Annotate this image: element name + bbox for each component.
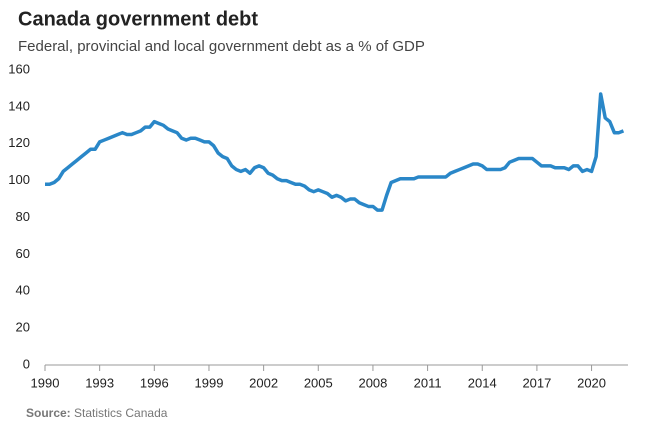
x-tick-label: 1999 [195, 375, 224, 390]
y-tick-label: 0 [23, 356, 30, 371]
chart-subtitle: Federal, provincial and local government… [18, 38, 425, 55]
y-tick-label: 40 [16, 283, 30, 298]
x-tick-label: 1996 [140, 375, 169, 390]
x-tick-label: 2005 [304, 375, 333, 390]
y-tick-label: 120 [8, 135, 30, 150]
y-tick-label: 140 [8, 98, 30, 113]
chart-title: Canada government debt [18, 8, 258, 30]
y-tick-label: 100 [8, 172, 30, 187]
source: Source: Statistics Canada [26, 406, 168, 420]
x-tick-label: 2002 [249, 375, 278, 390]
source-label: Source: [26, 406, 71, 420]
x-tick-label: 2014 [468, 375, 497, 390]
y-tick-label: 20 [16, 320, 30, 335]
y-tick-label: 80 [16, 209, 30, 224]
x-tick-label: 2017 [522, 375, 551, 390]
x-tick-label: 2008 [358, 375, 387, 390]
y-tick-label: 60 [16, 246, 30, 261]
x-tick-label: 1993 [85, 375, 114, 390]
x-tick-label: 2011 [414, 375, 442, 390]
x-tick-label: 1990 [31, 375, 60, 390]
line [45, 92, 625, 212]
x-tick-label: 2020 [577, 375, 606, 390]
source-name: Statistics Canada [74, 406, 168, 420]
y-tick-label: 160 [8, 61, 30, 76]
